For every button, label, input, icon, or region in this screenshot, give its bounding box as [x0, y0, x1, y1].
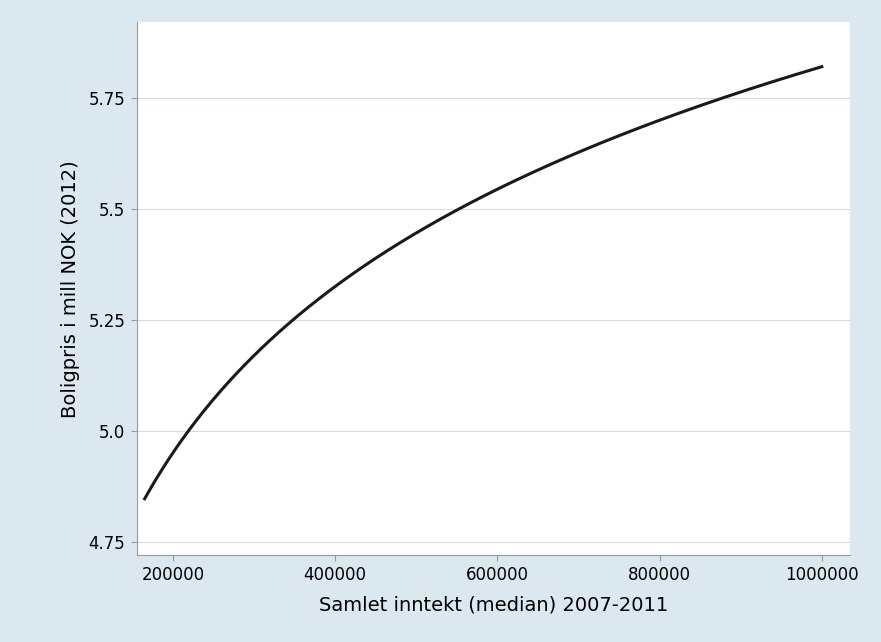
X-axis label: Samlet inntekt (median) 2007-2011: Samlet inntekt (median) 2007-2011: [319, 596, 668, 614]
Y-axis label: Boligpris i mill NOK (2012): Boligpris i mill NOK (2012): [62, 160, 80, 418]
